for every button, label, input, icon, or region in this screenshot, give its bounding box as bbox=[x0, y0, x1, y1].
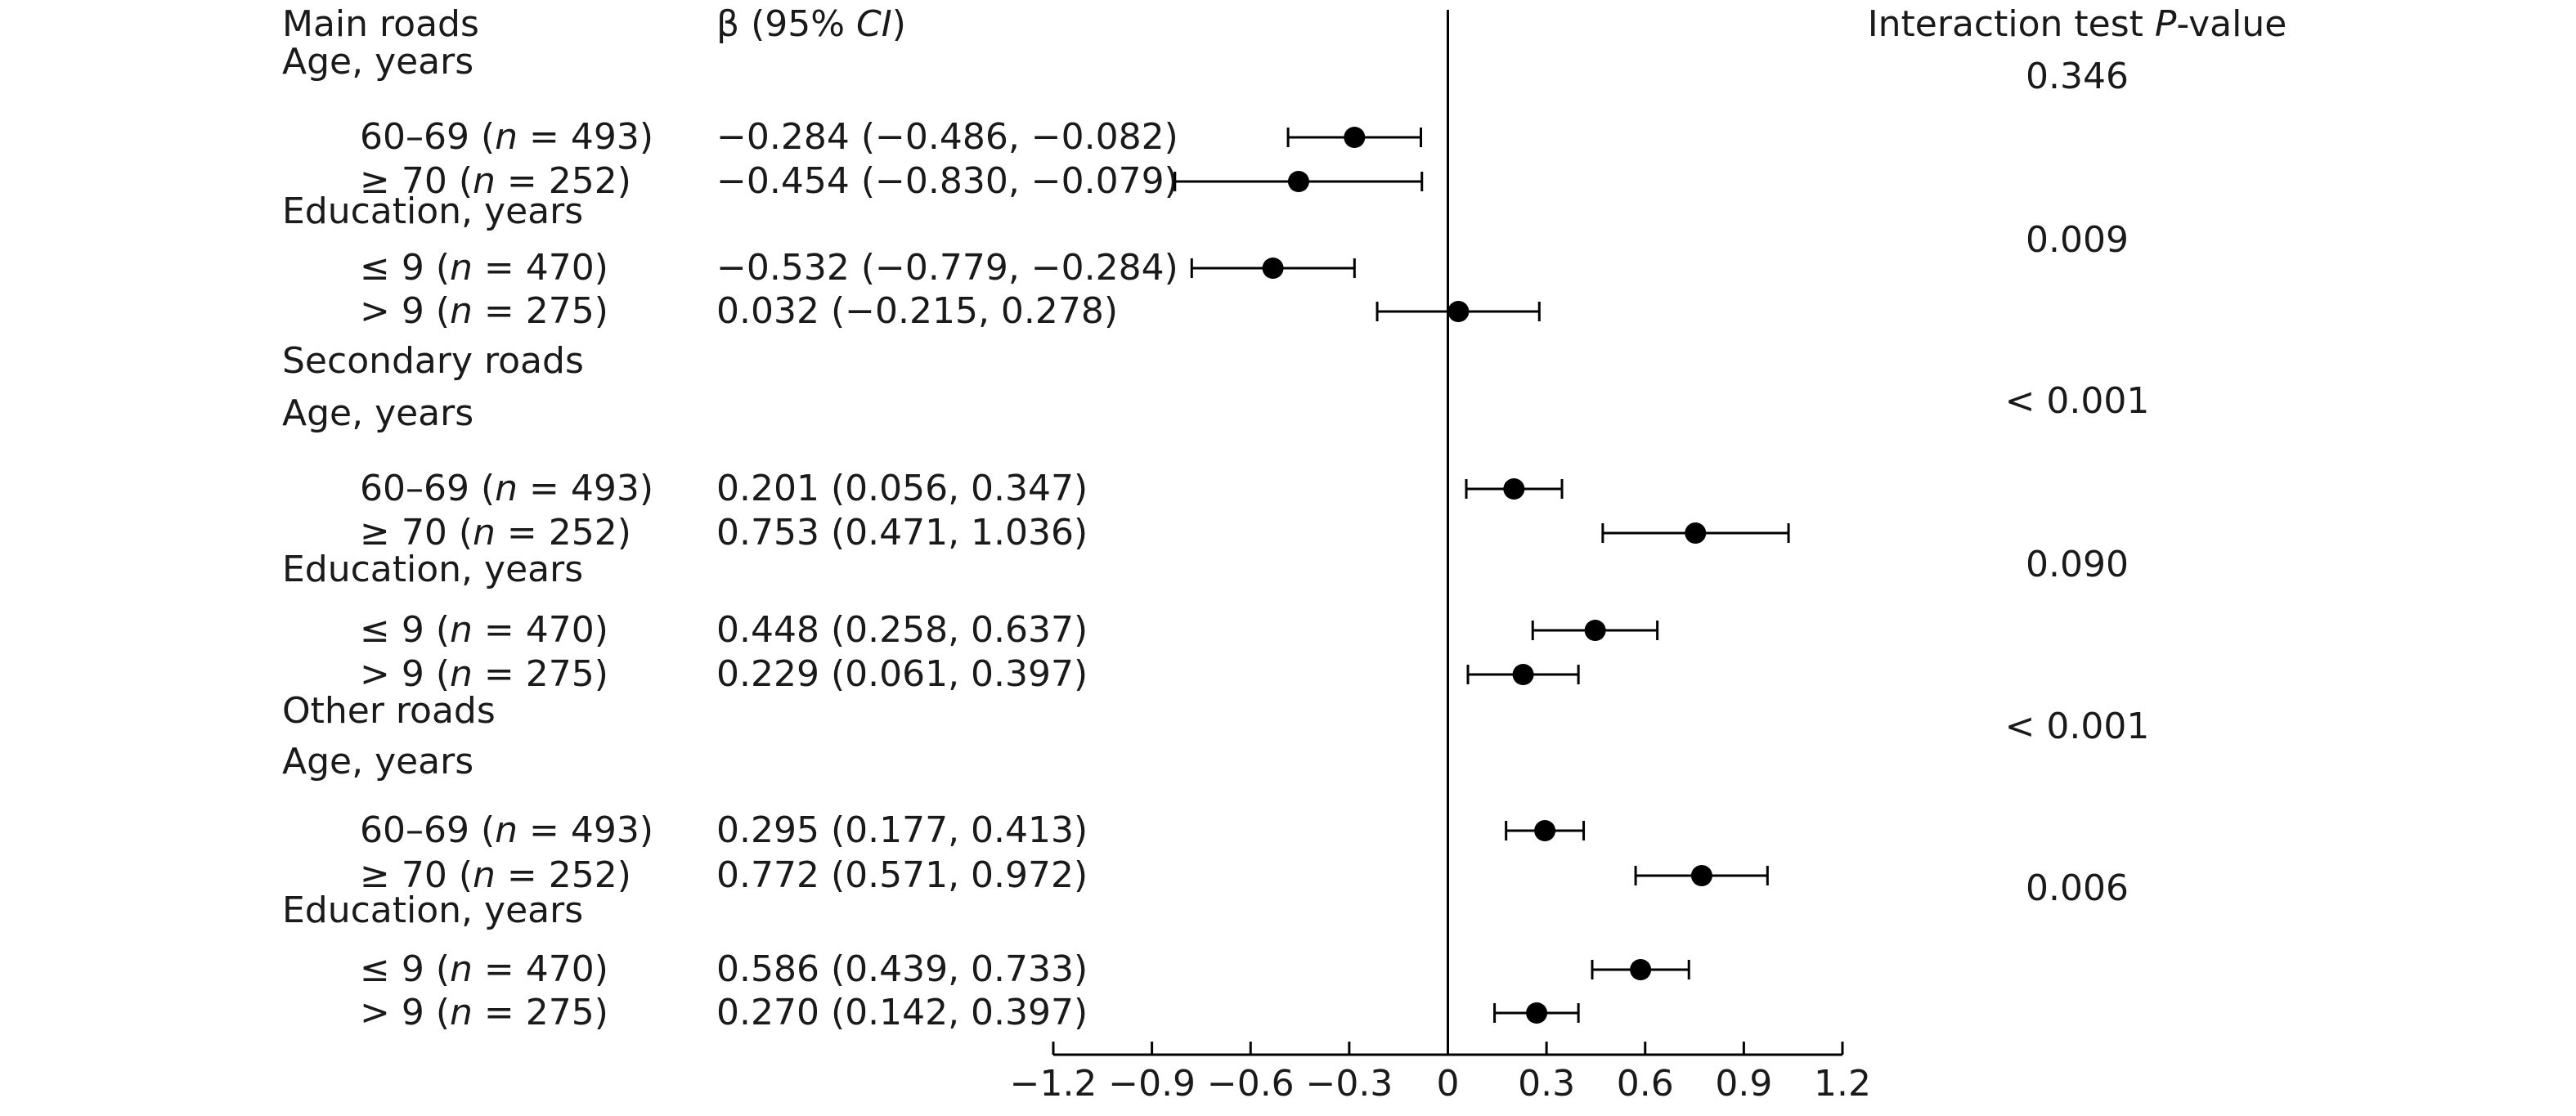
row-label: 60–69 (n = 493) bbox=[360, 468, 653, 509]
point-estimate bbox=[1503, 478, 1525, 500]
x-tick-label: 0.6 bbox=[1617, 1063, 1674, 1105]
x-tick-label: 0.9 bbox=[1715, 1063, 1772, 1105]
row-estimate-ci: 0.201 (0.056, 0.347) bbox=[716, 468, 1088, 509]
row-estimate-ci: 0.753 (0.471, 1.036) bbox=[716, 512, 1088, 554]
row-estimate-ci: −0.454 (−0.830, −0.079) bbox=[716, 160, 1178, 202]
interaction-p-value: 0.006 bbox=[2026, 867, 2129, 909]
x-tick-label: −0.3 bbox=[1305, 1063, 1393, 1105]
row-estimate-ci: −0.284 (−0.486, −0.082) bbox=[716, 116, 1178, 158]
row-estimate-ci: 0.229 (0.061, 0.397) bbox=[716, 653, 1088, 695]
x-tick-label: 0 bbox=[1437, 1063, 1460, 1105]
row-estimate-ci: −0.532 (−0.779, −0.284) bbox=[716, 247, 1178, 289]
interaction-p-value: 0.346 bbox=[2026, 56, 2129, 97]
point-estimate bbox=[1630, 959, 1652, 980]
section-title: Other roads bbox=[282, 690, 496, 732]
row-estimate-ci: 0.270 (0.142, 0.397) bbox=[716, 992, 1088, 1033]
subgroup-title: Education, years bbox=[282, 549, 583, 590]
row-estimate-ci: 0.032 (−0.215, 0.278) bbox=[716, 290, 1118, 332]
row-estimate-ci: 0.772 (0.571, 0.972) bbox=[716, 854, 1088, 896]
x-tick-label: −0.9 bbox=[1108, 1063, 1196, 1105]
header-pvalue-column: Interaction test P-value bbox=[1868, 3, 2287, 45]
point-estimate bbox=[1584, 620, 1606, 641]
interaction-p-value: < 0.001 bbox=[2005, 380, 2150, 422]
header-beta-column: β (95% CI) bbox=[716, 3, 906, 45]
row-label: ≤ 9 (n = 470) bbox=[360, 948, 608, 990]
x-tick-label: −1.2 bbox=[1010, 1063, 1097, 1105]
row-label: > 9 (n = 275) bbox=[360, 653, 608, 695]
point-estimate bbox=[1685, 522, 1707, 544]
point-estimate bbox=[1690, 865, 1712, 886]
point-estimate bbox=[1262, 258, 1284, 279]
interaction-p-value: 0.009 bbox=[2026, 219, 2129, 261]
row-label: ≥ 70 (n = 252) bbox=[360, 854, 631, 896]
row-estimate-ci: 0.295 (0.177, 0.413) bbox=[716, 809, 1088, 851]
row-label: > 9 (n = 275) bbox=[360, 992, 608, 1033]
x-tick-label: 0.3 bbox=[1518, 1063, 1575, 1105]
row-estimate-ci: 0.586 (0.439, 0.733) bbox=[716, 948, 1088, 990]
row-label: > 9 (n = 275) bbox=[360, 290, 608, 332]
interaction-p-value: < 0.001 bbox=[2005, 706, 2150, 747]
subgroup-title: Age, years bbox=[282, 41, 473, 83]
header-label-column: Main roads bbox=[282, 3, 479, 45]
x-tick-label: −0.6 bbox=[1207, 1063, 1295, 1105]
subgroup-title: Age, years bbox=[282, 741, 473, 782]
subgroup-title: Age, years bbox=[282, 392, 473, 434]
x-tick-label: 1.2 bbox=[1814, 1063, 1871, 1105]
subgroup-title: Education, years bbox=[282, 890, 583, 931]
row-label: ≥ 70 (n = 252) bbox=[360, 512, 631, 554]
subgroup-title: Education, years bbox=[282, 190, 583, 232]
row-label: ≤ 9 (n = 470) bbox=[360, 247, 608, 289]
point-estimate bbox=[1512, 664, 1534, 685]
point-estimate bbox=[1526, 1002, 1548, 1024]
point-estimate bbox=[1534, 820, 1556, 841]
interaction-p-value: 0.090 bbox=[2026, 544, 2129, 585]
row-estimate-ci: 0.448 (0.258, 0.637) bbox=[716, 609, 1088, 651]
point-estimate bbox=[1287, 171, 1309, 192]
point-estimate bbox=[1447, 301, 1470, 322]
point-estimate bbox=[1344, 127, 1366, 148]
row-label: 60–69 (n = 493) bbox=[360, 809, 653, 851]
section-title: Secondary roads bbox=[282, 340, 584, 382]
row-label: 60–69 (n = 493) bbox=[360, 116, 653, 158]
row-label: ≤ 9 (n = 470) bbox=[360, 609, 608, 651]
row-label: ≥ 70 (n = 252) bbox=[360, 160, 631, 202]
